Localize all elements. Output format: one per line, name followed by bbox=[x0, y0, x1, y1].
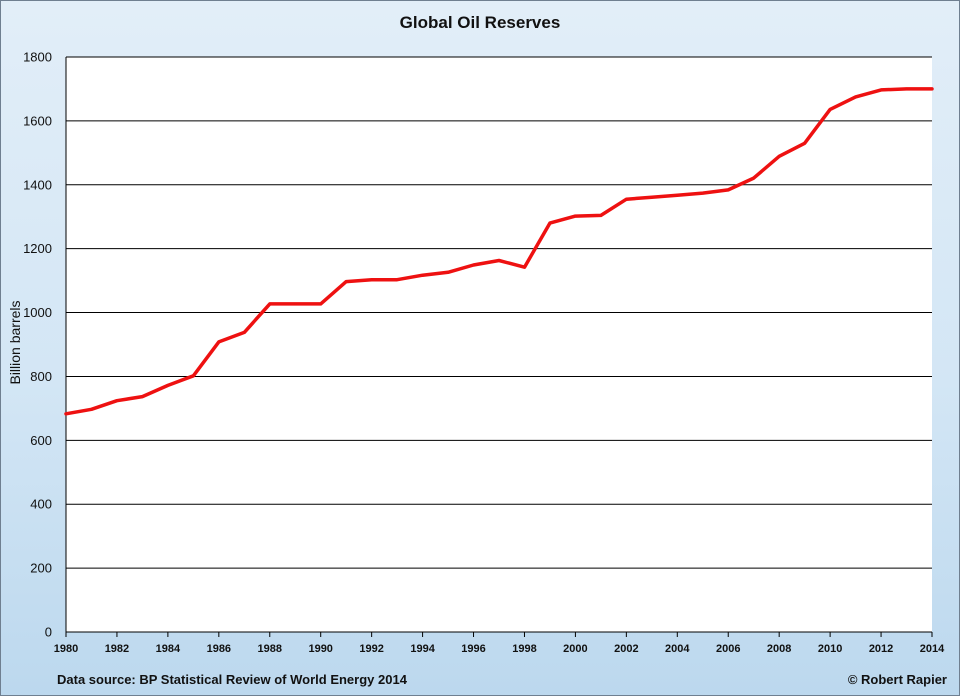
data-point bbox=[115, 399, 119, 402]
data-point bbox=[243, 331, 246, 334]
x-tick-label: 2006 bbox=[716, 643, 740, 655]
data-point bbox=[854, 95, 857, 99]
x-tick-label: 1984 bbox=[156, 643, 181, 655]
y-tick-label: 1200 bbox=[23, 241, 52, 256]
data-point bbox=[64, 412, 68, 416]
y-axis-label: Billion barrels bbox=[7, 300, 23, 384]
data-point bbox=[752, 176, 755, 180]
y-tick-label: 0 bbox=[45, 625, 52, 640]
y-tick-label: 1600 bbox=[23, 113, 52, 128]
x-tick-label: 1988 bbox=[258, 643, 282, 655]
data-point bbox=[319, 302, 322, 306]
data-point bbox=[548, 221, 552, 225]
x-tick-label: 1998 bbox=[512, 643, 536, 655]
data-source-note: Data source: BP Statistical Review of Wo… bbox=[57, 672, 407, 687]
data-point bbox=[472, 263, 475, 267]
data-point bbox=[141, 395, 144, 398]
data-point bbox=[268, 302, 271, 306]
data-point bbox=[446, 271, 450, 274]
x-tick-label: 1990 bbox=[308, 643, 332, 655]
data-point bbox=[574, 214, 577, 218]
data-point bbox=[523, 265, 526, 269]
data-point bbox=[192, 374, 195, 378]
data-point bbox=[370, 278, 373, 281]
data-point bbox=[828, 108, 832, 111]
data-point bbox=[701, 191, 704, 195]
data-point bbox=[803, 142, 806, 145]
data-point bbox=[395, 278, 399, 281]
data-point bbox=[905, 87, 908, 91]
data-point bbox=[650, 196, 654, 199]
data-point bbox=[344, 280, 348, 283]
data-point bbox=[217, 340, 221, 344]
x-tick-label: 1986 bbox=[207, 643, 231, 655]
y-tick-label: 800 bbox=[30, 369, 52, 384]
data-point bbox=[421, 273, 424, 277]
x-tick-label: 1982 bbox=[105, 643, 129, 655]
y-tick-label: 400 bbox=[30, 497, 52, 512]
x-tick-label: 2010 bbox=[818, 643, 842, 655]
y-tick-label: 600 bbox=[30, 433, 52, 448]
data-point bbox=[727, 188, 730, 192]
data-point bbox=[676, 194, 679, 197]
chart-title: Global Oil Reserves bbox=[399, 13, 561, 32]
x-tick-label: 2008 bbox=[767, 643, 791, 655]
data-point bbox=[497, 259, 501, 262]
x-tick-label: 1980 bbox=[54, 643, 78, 655]
x-tick-label: 2002 bbox=[614, 643, 638, 655]
data-point bbox=[90, 408, 93, 411]
x-tick-label: 2012 bbox=[869, 643, 893, 655]
y-tick-label: 1000 bbox=[23, 305, 52, 320]
data-point bbox=[599, 214, 603, 217]
x-tick-label: 1996 bbox=[461, 643, 485, 655]
y-tick-label: 1400 bbox=[23, 177, 52, 192]
data-point bbox=[879, 88, 883, 92]
data-point bbox=[777, 155, 781, 158]
x-tick-label: 2004 bbox=[665, 643, 690, 655]
copyright-credit: © Robert Rapier bbox=[847, 672, 947, 687]
data-point bbox=[294, 302, 297, 306]
x-tick-label: 1994 bbox=[410, 643, 435, 655]
x-tick-label: 1992 bbox=[359, 643, 383, 655]
data-point bbox=[625, 197, 628, 201]
y-tick-label: 200 bbox=[30, 561, 52, 576]
x-tick-label: 2000 bbox=[563, 643, 587, 655]
x-tick-label: 2014 bbox=[920, 643, 945, 655]
y-tick-label: 1800 bbox=[23, 50, 52, 65]
data-point bbox=[166, 384, 170, 387]
data-point bbox=[930, 87, 934, 91]
